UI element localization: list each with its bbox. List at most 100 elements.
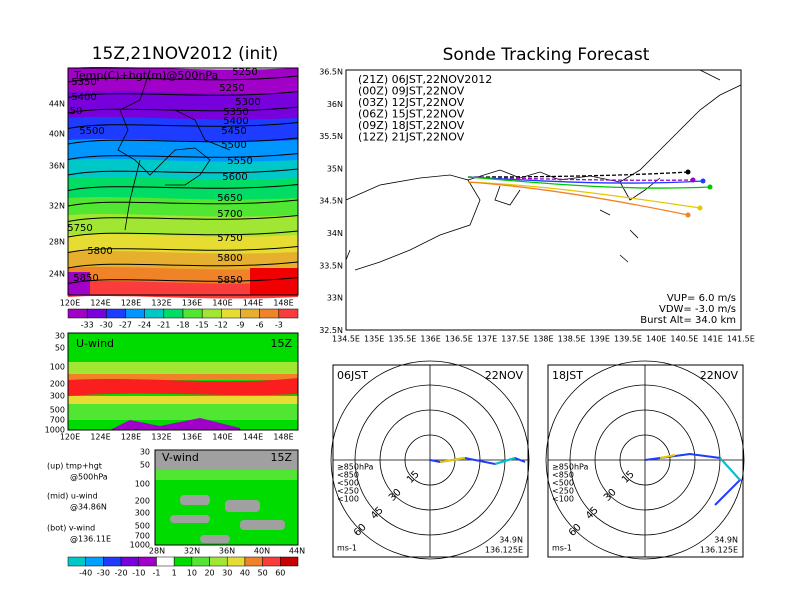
note: @136.11E xyxy=(70,535,111,544)
contour-label: 5550 xyxy=(227,156,252,167)
colorbar-box xyxy=(209,556,228,567)
contour-label: 5500 xyxy=(79,126,104,137)
note: @500hPa xyxy=(70,473,108,482)
track-line xyxy=(467,176,694,181)
lon-label: 138.5E xyxy=(558,335,586,344)
hodograph-curve xyxy=(644,452,742,506)
colorbar-box xyxy=(240,308,260,319)
pressure-label: 100 xyxy=(50,363,65,372)
v-patch xyxy=(170,515,210,523)
lat-label: 32N xyxy=(184,547,200,556)
colorbar-box xyxy=(201,308,222,319)
lon-label: 124E xyxy=(90,433,110,442)
colorbar-box xyxy=(244,556,263,567)
contour-label: 5600 xyxy=(222,172,247,183)
colorbar-box xyxy=(173,556,193,567)
colorbar-box xyxy=(278,308,299,319)
lon-label: 139.5E xyxy=(614,335,642,344)
legend-entry: (06Z) 15JST,22NOV xyxy=(358,108,465,121)
lon-label: 136E xyxy=(182,433,202,442)
lon-label: 141.5E xyxy=(727,335,755,344)
colorbar-box xyxy=(221,308,241,319)
level-legend: <250 xyxy=(337,487,359,496)
map-frame xyxy=(67,67,299,296)
level-legend: ≥850hPa xyxy=(337,463,374,472)
contour-line xyxy=(67,230,299,238)
hodo-date: 22NOV xyxy=(485,369,524,382)
pressure-label: 50 xyxy=(55,344,65,353)
contour-label: 5450 xyxy=(221,126,246,137)
colorbar-label: -9 xyxy=(237,321,245,330)
contour-label: 5850 xyxy=(217,275,242,286)
u-band xyxy=(68,378,298,396)
contour-line xyxy=(67,137,299,145)
lon-label: 135E xyxy=(364,335,384,344)
pressure-label: 100 xyxy=(135,480,150,489)
lon-label: 134.5E xyxy=(332,335,360,344)
location-lon: 136.125E xyxy=(700,546,738,555)
colorbar-label: -10 xyxy=(132,569,145,578)
colorbar-label: -6 xyxy=(256,321,264,330)
contour-line xyxy=(67,153,299,160)
legend-entry: (00Z) 09JST,22NOV xyxy=(358,85,465,98)
u-band xyxy=(68,404,298,420)
lat-label: 35.5N xyxy=(319,132,343,141)
contour-line xyxy=(67,75,299,83)
contour-label: 5250 xyxy=(219,83,244,94)
lon-label: 128E xyxy=(121,299,141,308)
contour-line xyxy=(67,122,299,129)
parameter: VUP= 6.0 m/s xyxy=(667,293,736,304)
u-frame xyxy=(67,332,299,431)
pressure-label: 50 xyxy=(140,461,150,470)
location-lat: 34.9N xyxy=(714,536,738,545)
panel-title: 15Z,21NOV2012 (init) xyxy=(92,44,279,64)
panel-label: U-wind xyxy=(76,337,114,350)
pressure-label: 500 xyxy=(50,406,65,415)
lat-label: 36N xyxy=(49,162,65,171)
colorbar-label: -30 xyxy=(100,321,113,330)
speed-ring xyxy=(545,360,745,560)
legend-entry: (12Z) 21JST,22NOV xyxy=(358,131,465,144)
lon-label: 144E xyxy=(243,433,263,442)
lon-label: 140E xyxy=(646,335,666,344)
track-line xyxy=(467,181,701,209)
track-line xyxy=(467,181,689,216)
colorbar-box xyxy=(163,308,184,319)
level-legend: <250 xyxy=(552,487,574,496)
unit-label: ms-1 xyxy=(552,544,572,553)
v-patch xyxy=(225,500,260,512)
v-top xyxy=(155,450,298,470)
colorbar-box xyxy=(67,556,86,567)
legend-entry: (09Z) 18JST,22NOV xyxy=(358,119,465,132)
lat-label: 40N xyxy=(254,547,270,556)
panel-time: 15Z xyxy=(270,451,292,464)
location-lat: 34.9N xyxy=(499,536,523,545)
hodograph-curve xyxy=(494,457,516,465)
pressure-label: 30 xyxy=(55,332,65,341)
lon-label: 132E xyxy=(151,433,171,442)
lon-label: 136E xyxy=(182,299,202,308)
hodo-time: 18JST xyxy=(552,369,583,382)
colorbar-box xyxy=(144,308,165,319)
colorbar-box xyxy=(138,556,157,567)
track-frame xyxy=(345,69,742,331)
lat-label: 32.5N xyxy=(319,326,343,335)
colorbar-label: -18 xyxy=(176,321,189,330)
lat-label: 28N xyxy=(149,547,165,556)
contour-label: 50 xyxy=(70,106,83,117)
lon-label: 140E xyxy=(212,299,232,308)
lat-label: 36N xyxy=(327,100,343,109)
colorbar-box xyxy=(259,308,280,319)
contour-line xyxy=(67,168,299,176)
contour-label: 5850 xyxy=(73,273,98,284)
legend-entry: (03Z) 12JST,22NOV xyxy=(358,96,465,109)
colorbar-label: 50 xyxy=(258,569,268,578)
colorbar-box xyxy=(125,308,145,319)
contour-label: 5800 xyxy=(87,246,112,257)
lon-label: 148E xyxy=(273,299,293,308)
lon-label: 132E xyxy=(151,299,171,308)
level-legend: <100 xyxy=(552,495,574,504)
lon-label: 139E xyxy=(590,335,610,344)
u-band xyxy=(110,418,240,430)
